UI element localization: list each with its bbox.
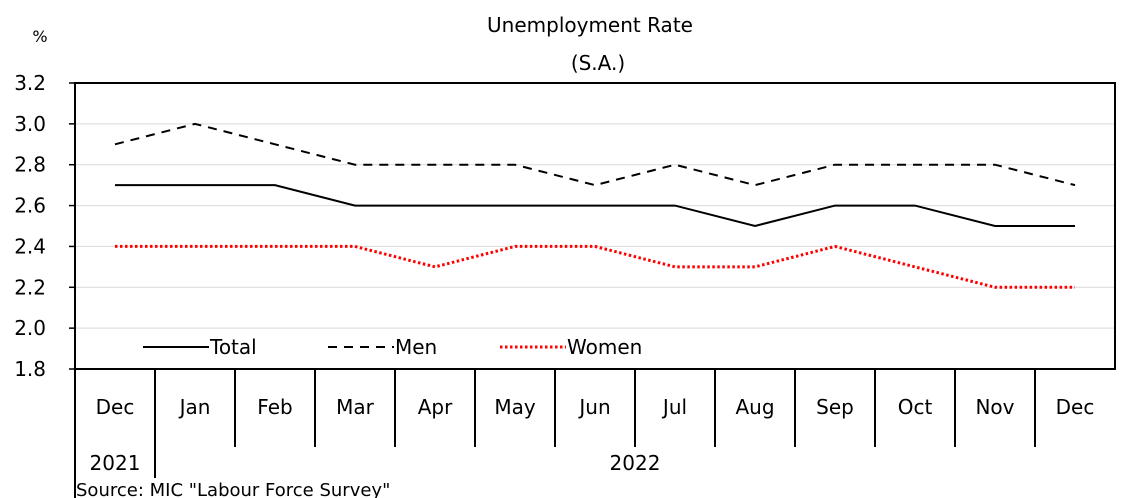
y-tick-label: 2.2	[14, 275, 46, 299]
legend-label-total: Total	[209, 335, 257, 359]
plot-frame	[74, 82, 1116, 370]
x-tick-label: Nov	[975, 395, 1014, 419]
y-tick-label: 2.0	[14, 316, 46, 340]
x-tick-label: Mar	[336, 395, 375, 419]
y-tick-label: 2.4	[14, 234, 46, 258]
y-tick-label: 2.8	[14, 153, 46, 177]
legend-label-men: Men	[395, 335, 437, 359]
y-axis-ticks: 1.8 2.0 2.2 2.4 2.6 2.8 3.0 3.2	[14, 71, 75, 381]
x-tick-label: Oct	[898, 395, 933, 419]
legend-label-women: Women	[567, 335, 642, 359]
chart-subtitle: (S.A.)	[571, 51, 625, 75]
source-note: Source: MIC "Labour Force Survey"	[76, 480, 390, 498]
y-tick-label: 3.0	[14, 112, 46, 136]
y-tick-label: 1.8	[14, 357, 46, 381]
series-line-men	[114, 122, 1076, 187]
series-line-total	[115, 184, 1075, 228]
x-tick-label: Apr	[418, 395, 453, 419]
x-tick-label: Jun	[577, 395, 610, 419]
x-tick-label: Dec	[96, 395, 135, 419]
year-label: 2021	[90, 451, 141, 475]
x-tick-label: May	[494, 395, 536, 419]
x-tick-label: Aug	[735, 395, 774, 419]
x-tick-label: Sep	[816, 395, 854, 419]
x-tick-label: Dec	[1056, 395, 1095, 419]
x-tick-label: Feb	[257, 395, 292, 419]
x-tick-label: Jul	[661, 395, 687, 419]
series-line-women	[115, 244, 1075, 289]
y-axis-unit-label: %	[32, 27, 47, 46]
y-tick-label: 2.6	[14, 194, 46, 218]
year-label: 2022	[610, 451, 661, 475]
series-lines	[114, 122, 1076, 289]
y-tick-label: 3.2	[14, 71, 46, 95]
x-tick-label: Jan	[178, 395, 211, 419]
x-axis: Dec Jan Feb Mar Apr May Jun Jul Aug Sep Oct Nov Dec 2…	[74, 369, 1095, 498]
chart-title: Unemployment Rate	[487, 13, 693, 37]
gridlines	[75, 123, 1115, 329]
legend: Total Men Women	[143, 335, 642, 359]
